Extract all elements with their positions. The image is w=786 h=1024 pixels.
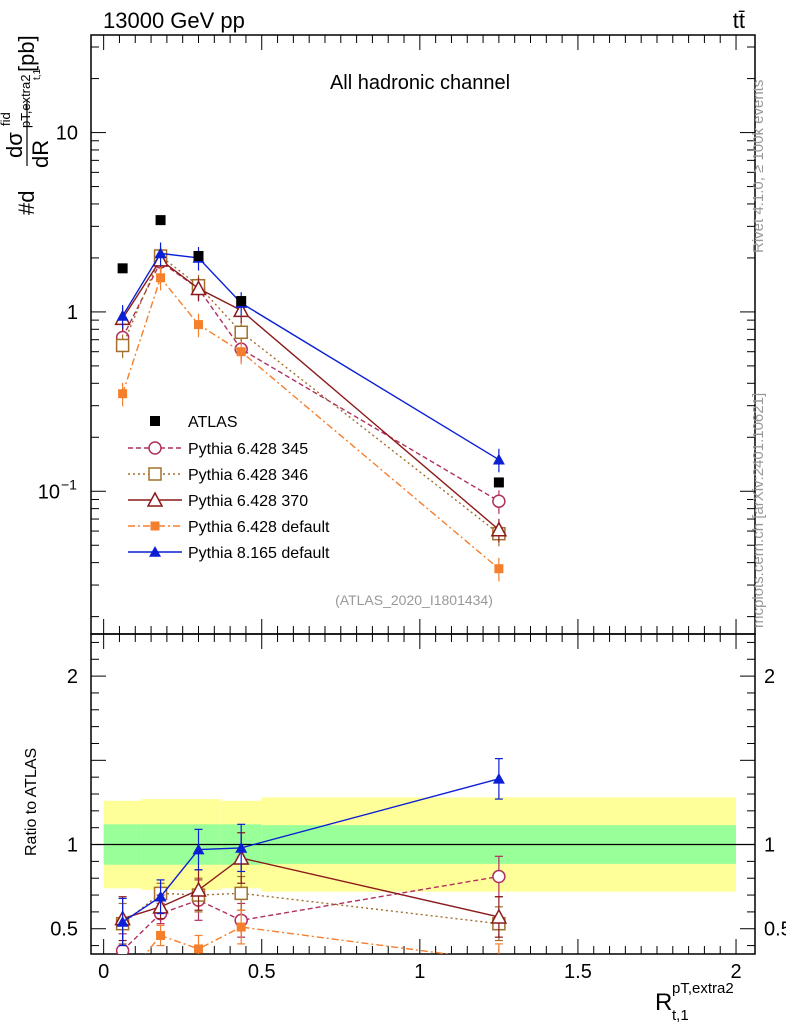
ratio-y-tick-label: 2 — [67, 666, 78, 688]
x-tick-label: 0.5 — [248, 961, 276, 983]
series-line — [121, 260, 500, 502]
reference-point — [493, 477, 504, 488]
data-point — [234, 325, 248, 340]
legend-label: Pythia 8.165 default — [188, 545, 330, 562]
legend-label: Pythia 6.428 370 — [188, 493, 308, 510]
ratio-panel-frame — [90, 633, 756, 955]
ratio-y-tick-label: 0.5 — [50, 919, 78, 941]
rivet-version-label: Rivet 4.1.0, ≥ 100k events — [750, 80, 767, 253]
data-point — [492, 772, 505, 784]
x-label-sup: pT,extra2 — [672, 980, 734, 997]
data-point — [190, 279, 207, 296]
y-label-numerator-sup: fid — [0, 112, 13, 126]
data-point — [116, 916, 129, 927]
legend-label: Pythia 6.428 345 — [188, 441, 308, 458]
process-label: tt̄ — [733, 8, 745, 33]
data-point — [118, 389, 128, 399]
ratio-series-group — [114, 758, 508, 954]
x-tick-label: 0 — [98, 961, 109, 983]
data-point — [148, 467, 162, 481]
x-axis-label: R pT,extra2 t,1 — [655, 980, 734, 1024]
series-line — [122, 252, 500, 461]
data-point — [194, 944, 204, 954]
x-label-sub: t,1 — [672, 1007, 689, 1024]
y-label-hash: #d — [14, 191, 39, 215]
data-point — [235, 841, 248, 853]
x-tick-label: 2 — [730, 961, 741, 983]
reference-point — [236, 296, 247, 307]
reference-point — [193, 251, 204, 262]
data-point — [494, 564, 504, 574]
data-point — [149, 546, 161, 557]
x-tick-label: 1.5 — [564, 961, 592, 983]
y-label-numerator-sub: pT,extra2 — [18, 75, 33, 128]
data-point — [192, 843, 205, 855]
data-point — [190, 881, 207, 897]
ratio-line — [122, 875, 500, 952]
x-label-base: R — [655, 989, 672, 1016]
main-series — [114, 215, 508, 582]
data-point — [150, 521, 160, 531]
main-y-tick-label: 10 — [56, 123, 78, 145]
data-point — [156, 273, 166, 283]
chart-title: All hadronic channel — [330, 72, 510, 94]
source-label: mcplots.cern.ch [arXiv:2401.10621] — [750, 393, 767, 628]
main-y-tick-label-exp: −1 — [61, 476, 77, 492]
y-label-unit: [pb] — [14, 35, 39, 72]
axis-ticks — [91, 35, 755, 954]
reference-point — [155, 215, 166, 226]
data-point — [194, 320, 204, 330]
data-point — [492, 494, 506, 508]
ratio-line — [144, 926, 453, 954]
data-point — [115, 943, 130, 954]
legend-label: Pythia 6.428 346 — [188, 467, 308, 484]
y-axis-label-main: #d dσ fid pT,extra2 t,1 dR [pb] — [0, 35, 53, 215]
data-point — [148, 441, 162, 455]
data-point — [116, 309, 129, 321]
ratio-y-tick-label-right: 0.5 — [764, 919, 786, 941]
y-label-numerator: dσ — [2, 132, 27, 158]
data-point — [154, 247, 167, 259]
legend: ATLAS Pythia 6.428 345 Pythia 6.428 346 Pyt… — [128, 414, 330, 562]
data-point — [234, 886, 248, 901]
data-point — [490, 521, 508, 537]
data-point — [236, 922, 246, 932]
data-point — [490, 908, 508, 924]
y-label-numerator-subsub: t,1 — [32, 68, 43, 80]
reference-point — [150, 416, 160, 426]
main-y-tick-label: 10 — [38, 481, 60, 503]
data-point — [492, 869, 506, 884]
y-label-denominator: dR — [28, 140, 53, 168]
reference-point — [117, 263, 128, 274]
y-axis-label-ratio: Ratio to ATLAS — [23, 748, 40, 856]
ratio-y-tick-label-right: 2 — [764, 666, 775, 688]
data-point — [492, 453, 505, 465]
data-point — [154, 890, 167, 902]
data-point — [146, 491, 164, 507]
ratio-y-tick-label-right: 1 — [764, 835, 775, 857]
analysis-label: (ATLAS_2020_I1801434) — [335, 592, 493, 608]
ratio-y-tick-label: 1 — [67, 835, 78, 857]
series-line — [121, 254, 500, 535]
data-point — [156, 930, 166, 940]
main-y-tick-label: 1 — [67, 302, 78, 324]
beam-label: 13000 GeV pp — [103, 8, 245, 33]
x-tick-label: 1 — [414, 961, 425, 983]
legend-label: ATLAS — [188, 414, 238, 431]
ratio-panel-bands — [91, 797, 755, 892]
ratio-series — [114, 758, 508, 954]
legend-label: Pythia 6.428 default — [188, 519, 330, 536]
data-point — [236, 347, 246, 357]
data-point — [115, 338, 130, 353]
